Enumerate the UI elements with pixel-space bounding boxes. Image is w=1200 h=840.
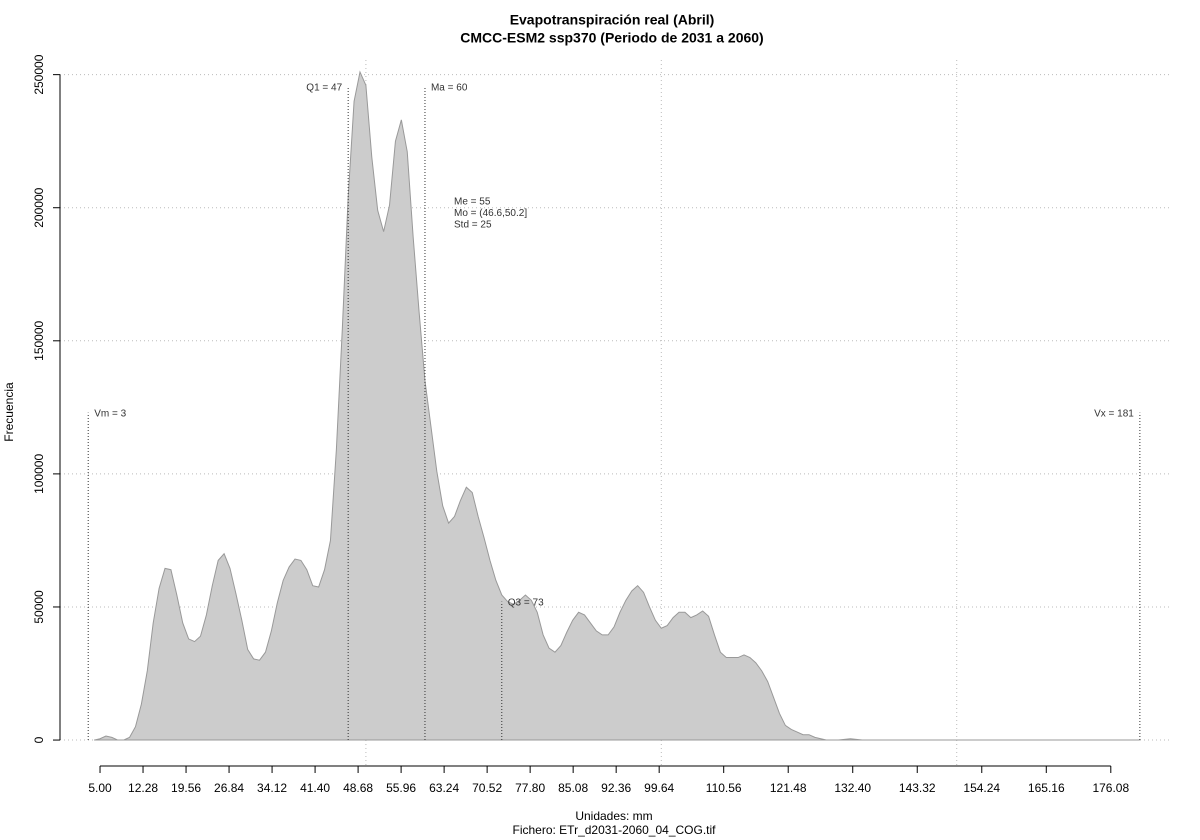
caption: Fichero: ETr_d2031-2060_04_COG.tif: [513, 823, 717, 837]
stats-label: Std = 25: [454, 220, 492, 231]
x-tick-label: 70.52: [472, 781, 502, 795]
y-tick-label: 50000: [32, 590, 46, 624]
annotation-label: Vm = 3: [94, 408, 126, 419]
area: [94, 70, 1140, 741]
x-tick-label: 63.24: [429, 781, 459, 795]
x-tick-label: 143.32: [899, 781, 936, 795]
x-tick-label: 48.68: [343, 781, 373, 795]
chart-title: Evapotranspiración real (Abril): [510, 12, 715, 28]
annotation-label: Ma = 60: [431, 82, 468, 93]
x-tick-label: 77.80: [515, 781, 545, 795]
annotation-label: Q3 = 73: [508, 597, 544, 608]
y-axis-label: Frecuencia: [2, 382, 16, 442]
chart-subtitle: CMCC-ESM2 ssp370 (Periodo de 2031 a 2060…: [460, 30, 763, 46]
x-tick-label: 41.40: [300, 781, 330, 795]
y-tick-label: 200000: [32, 187, 46, 227]
y-tick-label: 250000: [32, 54, 46, 94]
x-axis-label: Unidades: mm: [575, 809, 652, 823]
x-tick-label: 34.12: [257, 781, 287, 795]
x-tick-label: 132.40: [834, 781, 871, 795]
stats-label: Mo = (46.6,50.2]: [454, 208, 527, 219]
x-tick-label: 55.96: [386, 781, 416, 795]
x-tick-label: 176.08: [1092, 781, 1129, 795]
x-tick-label: 26.84: [214, 781, 244, 795]
x-tick-label: 154.24: [963, 781, 1000, 795]
stats-label: Me = 55: [454, 197, 491, 208]
annotation-label: Q1 = 47: [306, 82, 342, 93]
y-tick-label: 0: [32, 736, 46, 743]
x-tick-label: 19.56: [171, 781, 201, 795]
x-tick-label: 12.28: [128, 781, 158, 795]
y-tick-label: 100000: [32, 454, 46, 494]
x-tick-label: 110.56: [706, 781, 742, 795]
x-tick-label: 99.64: [644, 781, 674, 795]
x-tick-label: 5.00: [88, 781, 112, 795]
annotation-label: Vx = 181: [1094, 408, 1134, 419]
x-tick-label: 92.36: [601, 781, 631, 795]
x-tick-label: 85.08: [558, 781, 588, 795]
y-tick-label: 150000: [32, 320, 46, 360]
x-tick-label: 165.16: [1028, 781, 1065, 795]
x-tick-label: 121.48: [770, 781, 807, 795]
